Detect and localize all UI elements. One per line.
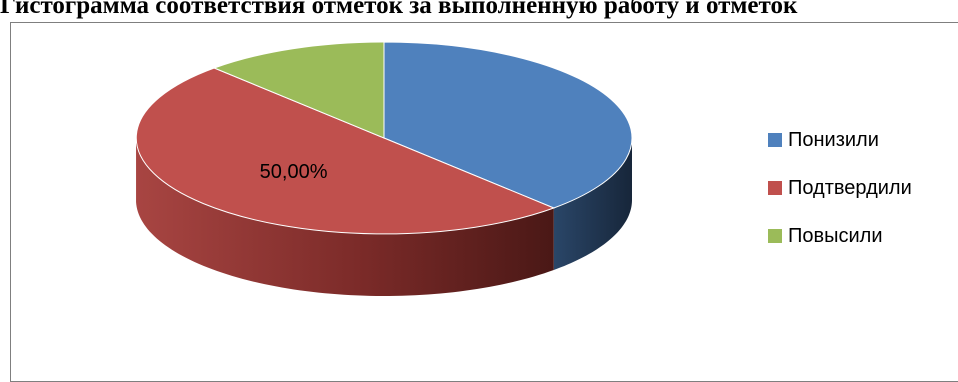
pie-slice-0 [383, 41, 633, 209]
chart-heading: Гистограмма соответствия отметок за выпо… [0, 0, 798, 19]
legend-swatch-2 [768, 229, 782, 243]
pie-labels-group: 50,00% [260, 161, 328, 183]
data-label-0: 50,00% [260, 161, 328, 183]
pie-side-group [136, 138, 632, 296]
legend-item-0: Понизили [768, 126, 912, 154]
pie-side-0 [553, 138, 632, 270]
legend-item-1: Подтвердили [768, 174, 912, 202]
pie-slice-2 [212, 41, 385, 139]
legend: Понизили Подтвердили Повысили [768, 126, 912, 270]
legend-item-2: Повысили [768, 222, 912, 250]
legend-label-1: Подтвердили [788, 176, 912, 199]
pie-chart: 50,00% [135, 41, 633, 296]
pie-side-1 [136, 140, 554, 296]
legend-label-2: Повысили [788, 224, 883, 247]
pie-slice-1 [135, 67, 556, 235]
legend-label-0: Понизили [788, 128, 879, 151]
pie-top-group [135, 41, 633, 235]
legend-swatch-1 [768, 181, 782, 195]
legend-swatch-0 [768, 133, 782, 147]
